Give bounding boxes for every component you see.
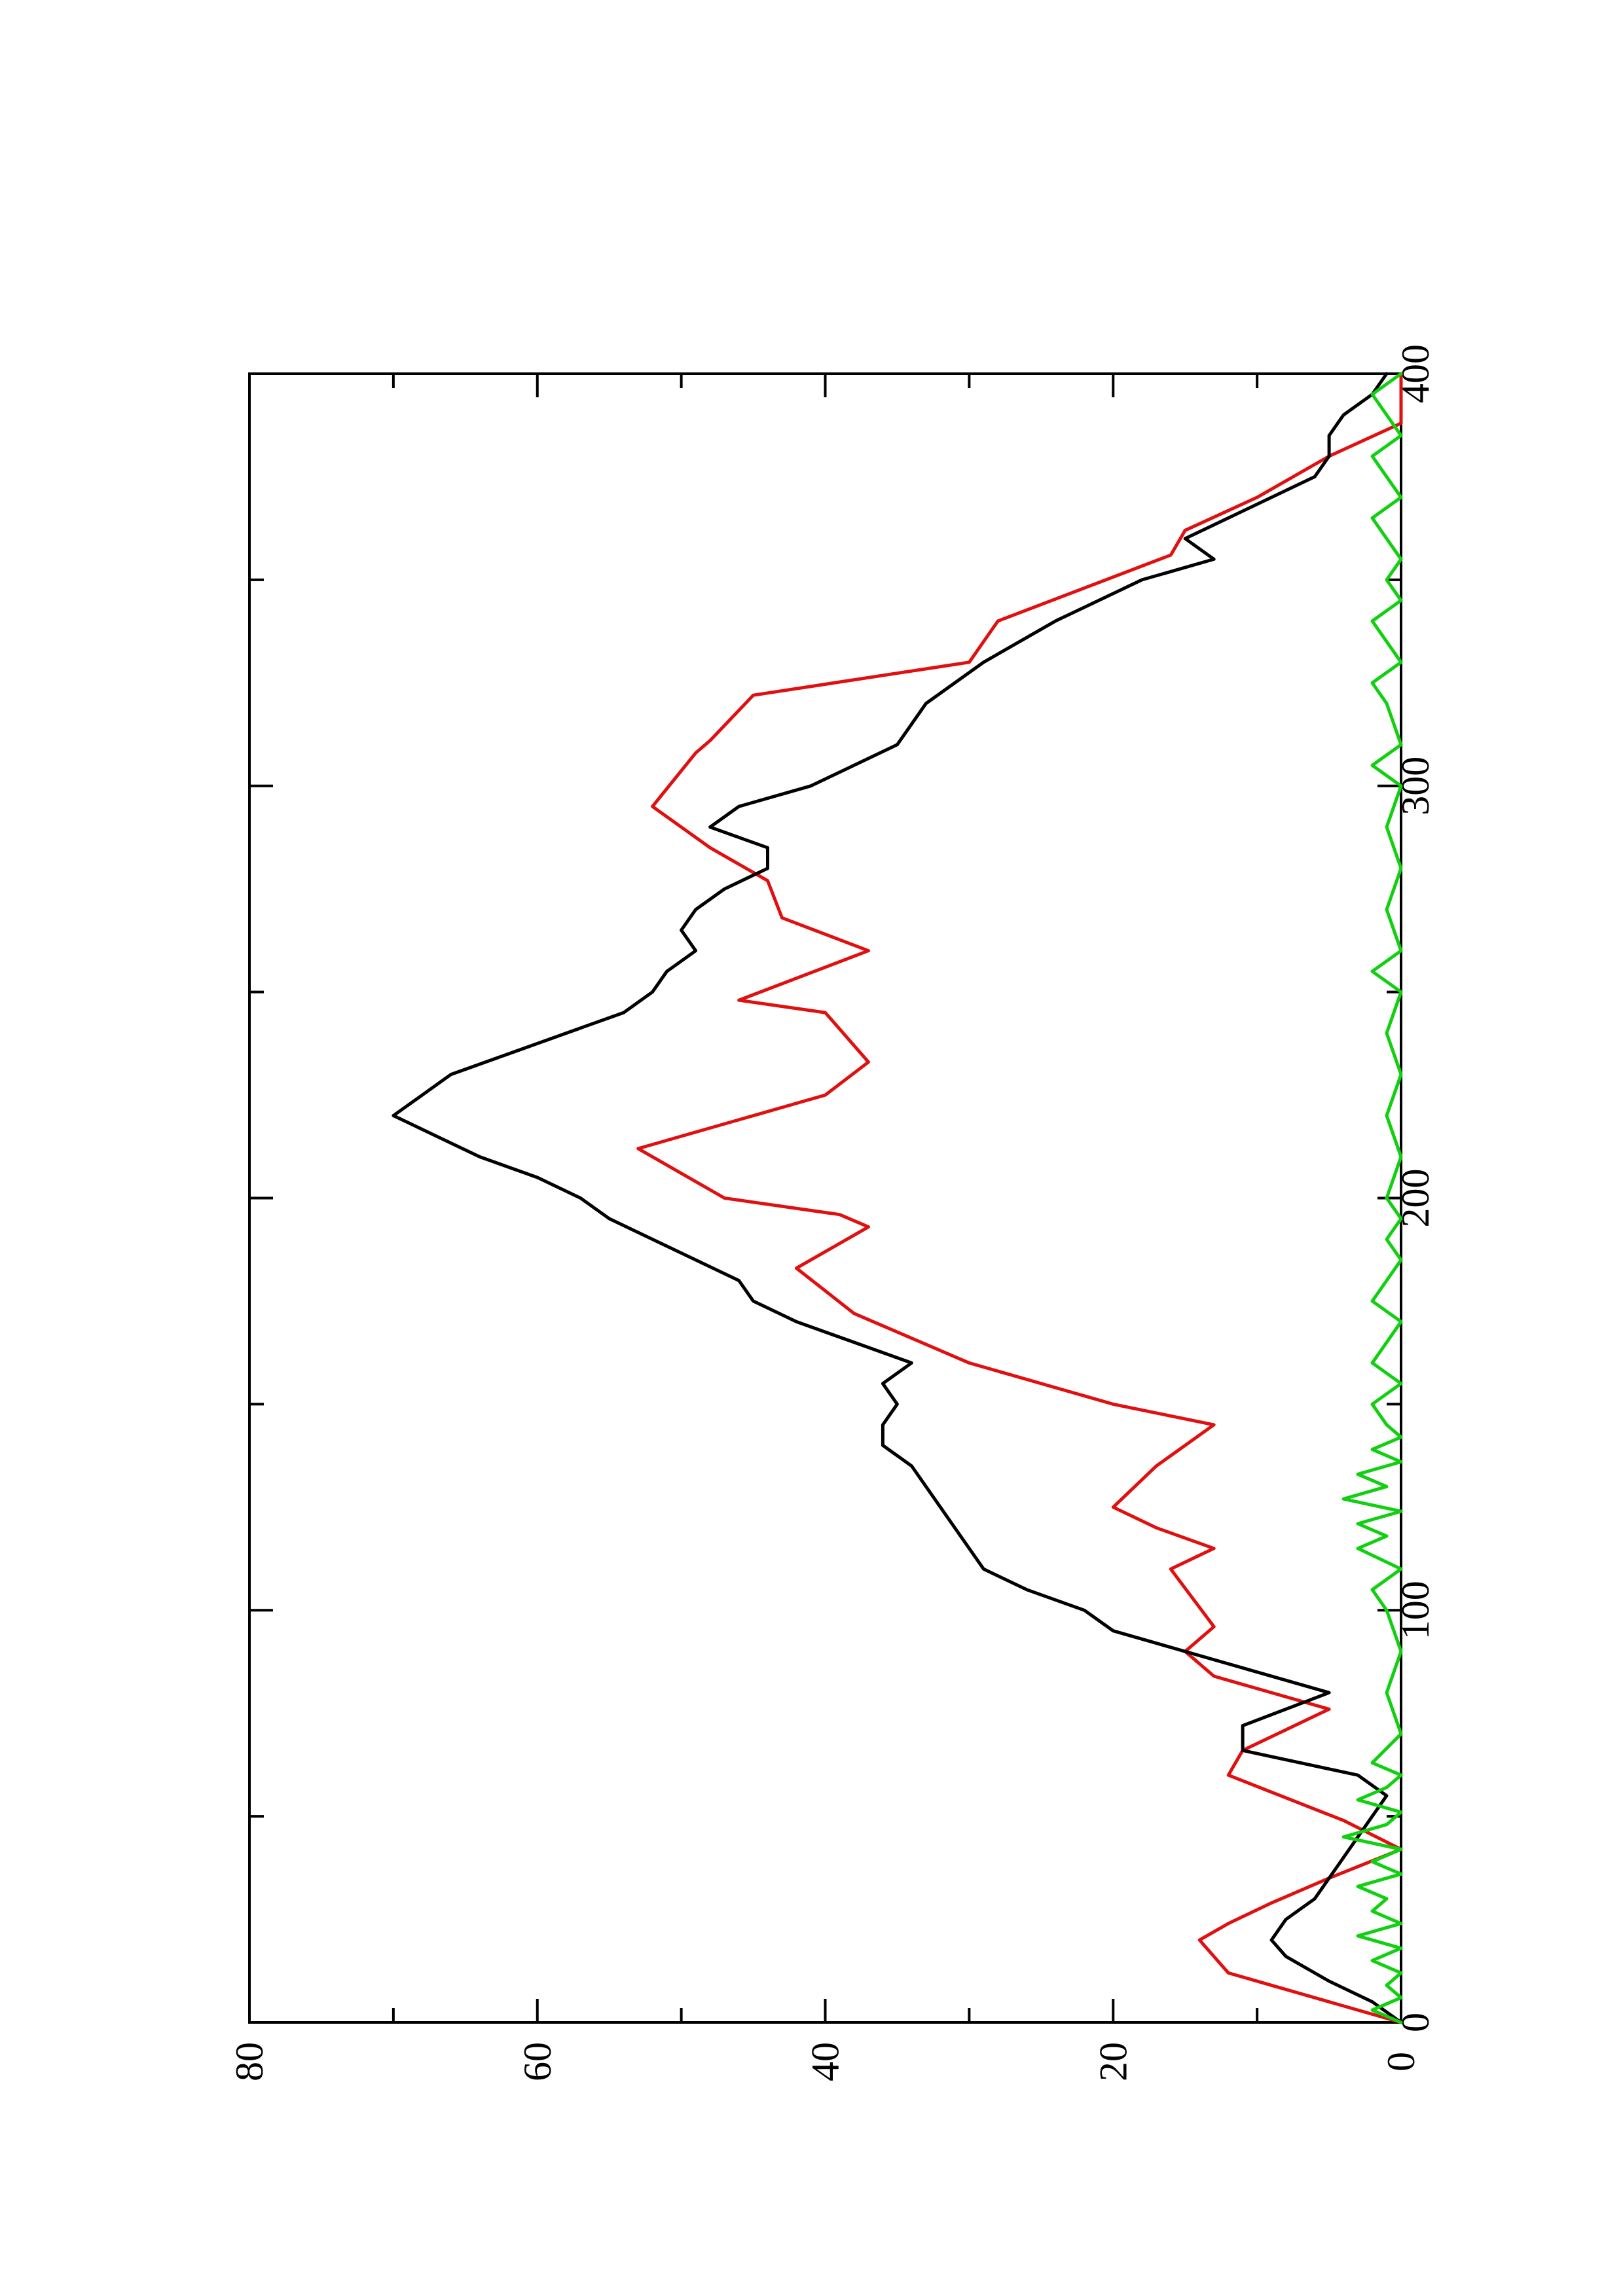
series-line-2 (392, 372, 1403, 2024)
y-tick-label: 60 (516, 2042, 559, 2081)
series-line-3 (1341, 372, 1403, 2024)
y-tick-label: 80 (228, 2042, 271, 2081)
y-tick-label: 20 (1091, 2042, 1135, 2081)
y-tick-label: 40 (804, 2042, 847, 2081)
y-tick-label: 0 (1379, 2052, 1423, 2072)
series-line-1 (636, 372, 1403, 2024)
x-tick-label: 100 (1394, 1581, 1437, 1640)
